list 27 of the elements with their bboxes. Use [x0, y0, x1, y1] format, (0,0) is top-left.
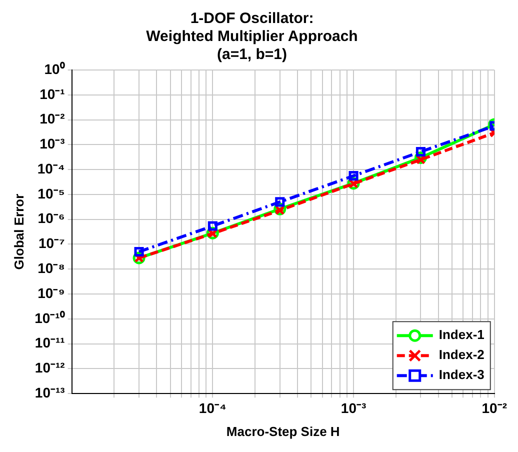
- y-tick-label: 10⁻⁷: [38, 235, 66, 252]
- y-tick-label: 10⁻¹¹: [34, 334, 66, 351]
- point: [275, 206, 285, 216]
- point: [134, 246, 144, 257]
- y-tick-label: 10⁻¹: [40, 86, 66, 102]
- chart-title: 1-DOF Oscillator: Weighted Multiplier Approach (a=1, b=1): [146, 10, 358, 64]
- x-tick-label: 10⁻⁴: [198, 400, 227, 416]
- x-tick-label: 10⁻²: [482, 400, 508, 416]
- y-tick-label: 10⁻⁴: [37, 160, 65, 176]
- y-tick-label: 10⁻⁸: [38, 260, 65, 276]
- point: [416, 146, 426, 157]
- y-tick-label: 10⁻²: [40, 110, 66, 127]
- legend-label: Index-3: [438, 367, 484, 382]
- y-tick-label: 10⁻⁵: [38, 185, 65, 202]
- y-tick-label: 10⁻¹⁰: [34, 310, 65, 326]
- y-tick-label: 10⁰: [44, 60, 65, 77]
- y-axis-title: Global Error: [11, 194, 26, 270]
- point: [275, 197, 285, 207]
- y-tick-label: 10⁻⁹: [38, 284, 65, 301]
- legend-label: Index-2: [438, 347, 484, 362]
- legend-label: Index-1: [438, 327, 484, 342]
- x-tick-label: 10⁻³: [340, 400, 366, 416]
- y-tick-label: 10⁻¹³: [34, 384, 66, 400]
- y-tick-label: 10⁻⁶: [38, 210, 65, 226]
- x-axis-title: Macro-Step Size H: [226, 424, 340, 439]
- y-tick-label: 10⁻¹²: [34, 360, 66, 376]
- y-tick-label: 10⁻³: [40, 136, 66, 152]
